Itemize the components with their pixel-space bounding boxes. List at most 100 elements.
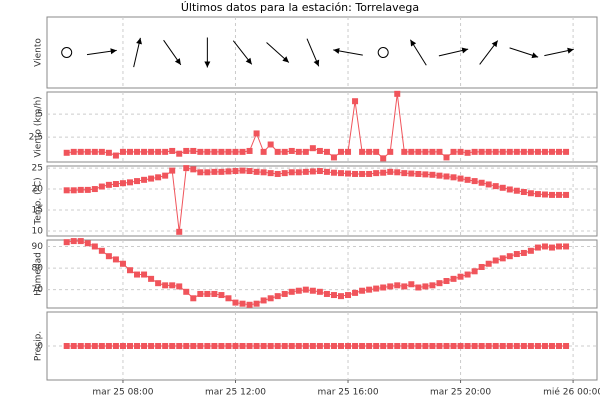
data-point xyxy=(345,148,352,155)
data-point xyxy=(112,181,119,188)
arrow-head xyxy=(282,56,289,63)
data-point xyxy=(429,171,436,178)
data-point xyxy=(204,290,211,297)
y-tick-label: 70 xyxy=(32,285,44,295)
data-point xyxy=(401,343,408,349)
data-point xyxy=(183,147,190,154)
panel xyxy=(46,16,598,89)
data-point xyxy=(260,297,267,304)
data-point xyxy=(309,168,316,175)
data-point xyxy=(337,170,344,177)
data-point xyxy=(464,149,471,156)
arrow-head xyxy=(491,40,498,48)
data-point xyxy=(457,148,464,155)
data-point xyxy=(267,141,274,148)
data-point xyxy=(274,343,281,349)
data-point xyxy=(330,292,337,299)
data-point xyxy=(323,148,330,155)
data-point xyxy=(541,243,548,250)
data-point xyxy=(323,290,330,297)
data-point xyxy=(429,148,436,155)
data-point xyxy=(141,148,148,155)
data-point xyxy=(415,343,422,349)
data-point xyxy=(218,292,225,299)
data-point xyxy=(162,148,169,155)
data-point xyxy=(197,169,204,176)
data-point xyxy=(232,343,239,349)
data-point xyxy=(464,343,471,349)
data-point xyxy=(464,271,471,278)
data-point xyxy=(450,343,457,349)
data-point xyxy=(478,263,485,270)
panel xyxy=(46,165,598,237)
data-point xyxy=(471,268,478,275)
data-point xyxy=(162,282,169,289)
x-tick-label: mar 25 08:00 xyxy=(92,388,153,398)
data-point xyxy=(443,173,450,180)
data-point xyxy=(408,148,415,155)
data-point xyxy=(499,184,506,191)
y-axis-label: Viento (km/h) xyxy=(34,96,44,157)
data-point xyxy=(225,343,232,349)
data-point xyxy=(77,148,84,155)
data-point xyxy=(105,253,112,260)
data-point xyxy=(288,288,295,295)
data-point xyxy=(541,148,548,155)
data-point xyxy=(401,148,408,155)
data-point xyxy=(366,170,373,177)
data-point xyxy=(345,170,352,177)
data-point xyxy=(471,178,478,185)
data-point xyxy=(148,343,155,349)
data-point xyxy=(155,343,162,349)
wind-arrow xyxy=(333,47,363,56)
data-point xyxy=(373,285,380,292)
data-point xyxy=(190,166,197,173)
data-point xyxy=(155,280,162,287)
data-point xyxy=(105,181,112,188)
arrow-head xyxy=(136,37,142,45)
data-point xyxy=(155,174,162,181)
data-point xyxy=(513,343,520,349)
data-point xyxy=(295,343,302,349)
data-point xyxy=(330,154,337,161)
data-point xyxy=(387,168,394,175)
y-tick-label: 90 xyxy=(32,242,44,252)
wind-arrow xyxy=(204,37,211,68)
data-point xyxy=(359,343,366,349)
data-point xyxy=(253,130,260,137)
data-point xyxy=(563,243,570,250)
data-point xyxy=(556,148,563,155)
arrow-head xyxy=(313,59,320,67)
data-point xyxy=(288,147,295,154)
data-point xyxy=(126,267,133,274)
data-point xyxy=(541,191,548,198)
y-axis-label: Temp. (ºC) xyxy=(34,177,44,225)
data-point xyxy=(534,343,541,349)
data-point xyxy=(337,293,344,300)
data-point xyxy=(84,240,91,247)
data-point xyxy=(478,148,485,155)
data-point xyxy=(126,148,133,155)
data-point xyxy=(520,148,527,155)
data-point xyxy=(499,148,506,155)
data-point xyxy=(506,253,513,260)
data-point xyxy=(380,284,387,291)
data-point xyxy=(281,170,288,177)
data-point xyxy=(141,343,148,349)
data-point xyxy=(513,251,520,258)
data-point xyxy=(232,299,239,306)
data-point xyxy=(105,149,112,156)
data-point xyxy=(260,343,267,349)
data-point xyxy=(183,343,190,349)
arrow-head xyxy=(410,39,417,47)
data-point xyxy=(239,167,246,174)
x-tick-label: mar 25 20:00 xyxy=(430,388,491,398)
data-point xyxy=(401,170,408,177)
data-point xyxy=(141,176,148,183)
y-axis-label: Precip. xyxy=(34,331,44,361)
data-point xyxy=(408,343,415,349)
data-point xyxy=(134,343,141,349)
data-point xyxy=(464,176,471,183)
data-point xyxy=(556,191,563,198)
data-point xyxy=(323,168,330,175)
